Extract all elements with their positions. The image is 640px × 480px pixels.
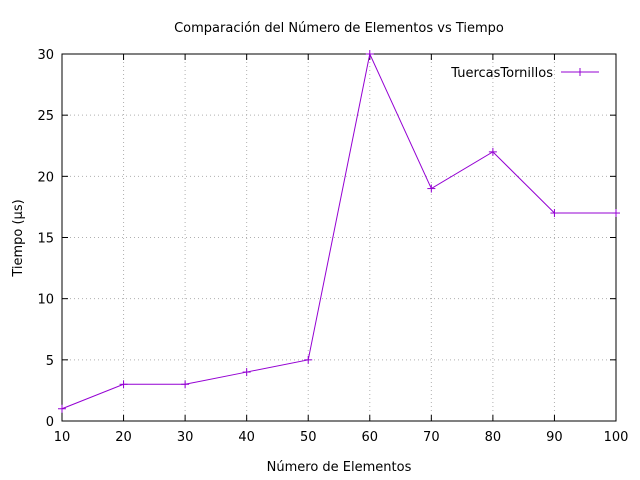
data-point [550, 209, 559, 218]
y-tick-label: 20 [37, 170, 54, 185]
legend-entry-label: TuercasTornillos [450, 66, 553, 81]
x-tick-label: 50 [300, 430, 317, 445]
grid-layer [62, 54, 616, 421]
data-point [612, 209, 620, 218]
chart-title: Comparación del Número de Elementos vs T… [174, 21, 504, 36]
x-tick-label: 60 [362, 430, 379, 445]
y-tick-label: 0 [46, 415, 54, 430]
data-point [58, 404, 66, 413]
x-tick-label: 20 [115, 430, 132, 445]
data-point [119, 380, 128, 389]
y-tick-label: 10 [37, 293, 54, 308]
data-point [488, 147, 497, 156]
x-tick-label: 40 [238, 430, 255, 445]
legend: TuercasTornillos [450, 66, 599, 81]
x-tick-label: 10 [54, 430, 71, 445]
legend-marker [576, 68, 584, 76]
x-axis-title: Número de Elementos [267, 460, 412, 475]
tick-layer: 10 20 30 40 50 60 70 80 90 100 0 5 10 15 20 25 30 [37, 48, 628, 445]
series-layer [58, 50, 620, 413]
data-point [304, 355, 313, 364]
data-point [242, 368, 251, 377]
x-tick-label: 100 [604, 430, 629, 445]
y-tick-label: 30 [37, 48, 54, 63]
y-tick-label: 25 [37, 109, 54, 124]
y-tick-label: 15 [37, 232, 54, 247]
data-point [365, 50, 374, 58]
series-line-0 [61, 52, 616, 410]
x-tick-label: 70 [423, 430, 440, 445]
x-tick-label: 80 [485, 430, 502, 445]
data-point [427, 184, 436, 193]
x-tick-label: 30 [177, 430, 194, 445]
data-point [181, 380, 190, 389]
y-tick-label: 5 [46, 354, 54, 369]
x-tick-label: 90 [546, 430, 563, 445]
y-axis-title: Tiempo (µs) [11, 199, 26, 277]
